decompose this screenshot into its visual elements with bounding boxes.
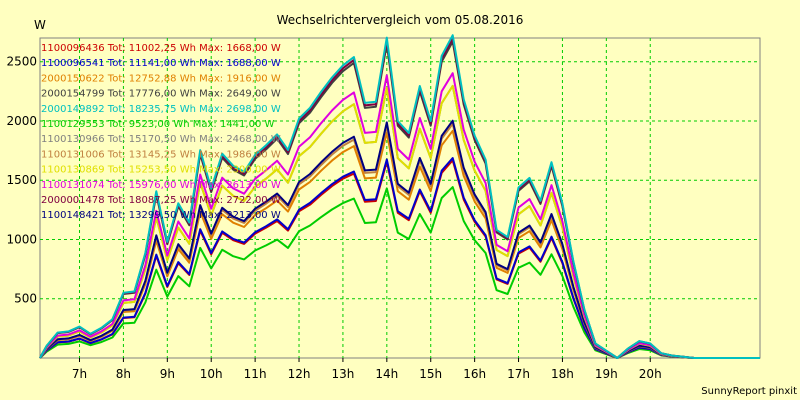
- x-tick-label: 8h: [116, 367, 131, 381]
- y-tick-label: 1000: [6, 232, 37, 246]
- legend-entry-1100131006: 1100131006 Tot: 13145,25 Wh Max: 1986,00…: [41, 149, 281, 160]
- y-tick-label: 2500: [6, 55, 37, 69]
- x-tick-label: 20h: [639, 367, 662, 381]
- x-tick-label: 19h: [595, 367, 618, 381]
- y-tick-label: 2000: [6, 114, 37, 128]
- legend-entry-1100130966: 1100130966 Tot: 15170,50 Wh Max: 2468,00…: [41, 134, 281, 145]
- y-tick-label: 500: [14, 292, 37, 306]
- x-tick-label: 9h: [160, 367, 175, 381]
- legend-entry-1100130869: 1100130869 Tot: 15253,50 Wh Max: 2300,00…: [41, 165, 281, 176]
- legend: 1100096436 Tot: 11002,25 Wh Max: 1668,00…: [41, 43, 281, 221]
- x-axis: 7h 8h 9h 10h 11h 12h 13h 14h 15h 16h 17h 18h 19h 20h: [72, 358, 662, 381]
- legend-entry-1100129553: 1100129553 Tot: 9523,00 Wh Max: 1441,00 …: [41, 119, 274, 130]
- x-tick-label: 12h: [288, 367, 311, 381]
- x-tick-label: 15h: [419, 367, 442, 381]
- chart-title: Wechselrichtervergleich vom 05.08.2016: [277, 13, 524, 27]
- grid: [40, 38, 760, 358]
- series-line-2000149892: [39, 34, 760, 359]
- series-lines: [39, 34, 760, 359]
- x-tick-label: 13h: [331, 367, 354, 381]
- legend-entry-1100148421: 1100148421 Tot: 13299,50 Wh Max: 2213,00…: [41, 210, 281, 221]
- legend-entry-2000154799: 2000154799 Tot: 17776,00 Wh Max: 2649,00…: [41, 89, 281, 100]
- legend-entry-2000150622: 2000150622 Tot: 12752,88 Wh Max: 1916,00…: [41, 73, 281, 84]
- x-tick-label: 16h: [463, 367, 486, 381]
- legend-entry-1100096436: 1100096436 Tot: 11002,25 Wh Max: 1668,00…: [41, 43, 281, 54]
- footer-credit: SunnyReport pinxit: [701, 386, 797, 397]
- legend-entry-1100131074: 1100131074 Tot: 15976,00 Wh Max: 2613,00…: [41, 180, 281, 191]
- plot-area: [39, 37, 761, 359]
- x-tick-label: 14h: [375, 367, 398, 381]
- y-axis: 500 1000 1500 2000 2500: [6, 55, 37, 306]
- legend-entry-2000149892: 2000149892 Tot: 18235,75 Wh Max: 2698,00…: [41, 104, 281, 115]
- x-tick-label: 18h: [551, 367, 574, 381]
- y-tick-label: 1500: [6, 173, 37, 187]
- x-tick-label: 10h: [200, 367, 223, 381]
- legend-entry-2000001478: 2000001478 Tot: 18087,25 Wh Max: 2722,00…: [41, 195, 281, 206]
- x-tick-label: 11h: [244, 367, 267, 381]
- y-axis-label: W: [34, 18, 46, 32]
- x-tick-label: 7h: [72, 367, 87, 381]
- x-tick-label: 17h: [507, 367, 530, 381]
- legend-entry-1100096541: 1100096541 Tot: 11141,00 Wh Max: 1688,00…: [41, 58, 281, 69]
